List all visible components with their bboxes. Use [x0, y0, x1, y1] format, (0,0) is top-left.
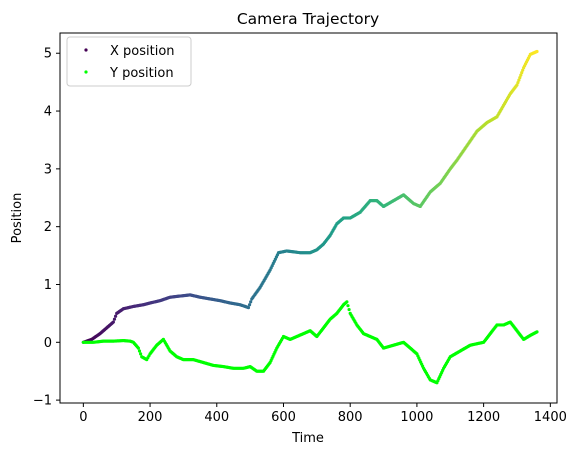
- plot-frame: [59, 32, 558, 404]
- legend-label-x-position: X position: [110, 44, 175, 59]
- data-point: [517, 78, 521, 82]
- data-point: [111, 320, 115, 324]
- y-axis-title: Position: [10, 193, 25, 244]
- data-point: [246, 306, 251, 310]
- x-tick-label: 400: [204, 410, 229, 425]
- series-layer: [81, 49, 539, 385]
- x-tick-label: 0: [79, 410, 87, 425]
- x-tick-label: 1400: [534, 410, 567, 425]
- data-point: [520, 71, 524, 75]
- series-y-position: [81, 300, 539, 385]
- x-axis-title: Time: [291, 431, 324, 446]
- x-tick-label: 1200: [467, 410, 500, 425]
- series-x-position: [81, 49, 539, 344]
- data-point: [347, 307, 351, 312]
- data-point: [345, 300, 349, 304]
- x-tick-label: 600: [271, 410, 296, 425]
- data-point: [521, 68, 525, 72]
- legend-box: [66, 36, 192, 87]
- data-point: [535, 330, 539, 334]
- x-tick-label: 200: [138, 410, 163, 425]
- data-point: [137, 349, 142, 353]
- data-point: [346, 304, 350, 308]
- x-tick-label: 800: [338, 410, 363, 425]
- y-tick-label: 4: [44, 105, 52, 120]
- y-tick-label: −1: [33, 394, 52, 409]
- y-ticks: −1 0 1 2 3 4 5: [33, 47, 60, 409]
- data-point: [139, 352, 143, 356]
- y-tick-label: 1: [44, 278, 52, 293]
- legend-label-y-position: Y position: [109, 66, 174, 81]
- data-point: [113, 314, 118, 318]
- data-point: [112, 317, 117, 321]
- chart-title: Camera Trajectory: [237, 10, 379, 28]
- data-point: [247, 303, 252, 307]
- y-tick-label: 3: [44, 162, 52, 177]
- legend-marker-x-position: [84, 48, 88, 52]
- x-ticks: 0 200 400 600 800 1000 1200 1400: [79, 403, 567, 425]
- x-tick-label: 1000: [400, 410, 433, 425]
- y-tick-label: 2: [44, 220, 52, 235]
- data-point: [519, 73, 523, 77]
- plot-area: −1 0 1 2 3 4 5 0 200 400 600 800 1000 1200 1400: [33, 32, 567, 425]
- y-tick-label: 5: [44, 47, 52, 62]
- data-point: [516, 80, 520, 85]
- data-point: [518, 76, 522, 80]
- data-point: [515, 83, 519, 87]
- legend-marker-y-position: [84, 70, 88, 74]
- data-point: [249, 300, 253, 304]
- data-point: [136, 346, 140, 350]
- legend: X position Y position: [66, 36, 192, 87]
- data-point: [535, 49, 539, 54]
- y-tick-label: 0: [44, 336, 52, 351]
